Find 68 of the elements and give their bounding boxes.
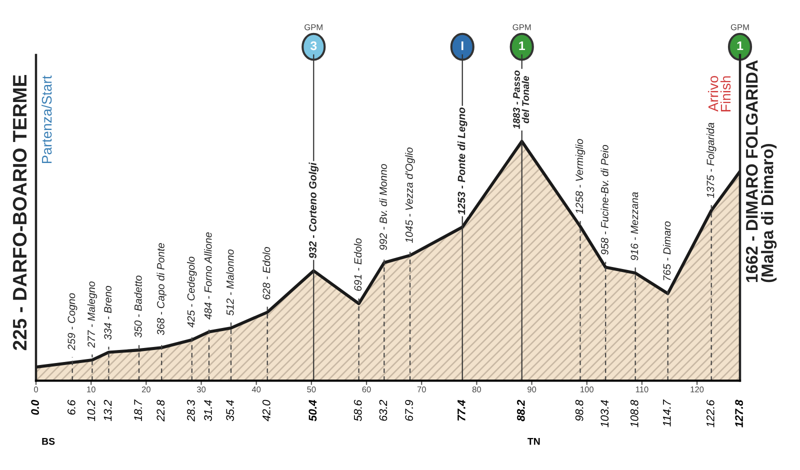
data-label: 484 - Forno Allione — [204, 232, 212, 320]
x-tick-label: 10 — [87, 386, 96, 392]
data-label: 334 - Breno — [104, 286, 112, 340]
x2-tick-label: 10.2 — [87, 400, 96, 422]
x2-tick-label: 13.2 — [104, 400, 112, 422]
text: 1 — [737, 41, 744, 50]
x2-tick-label: 6.6 — [67, 400, 76, 415]
data-label: 628 - Edolo — [262, 247, 270, 300]
x2-tick-label: 108.8 — [630, 400, 638, 428]
data-label: 691 - Edolo — [354, 238, 362, 291]
x2-tick-label: 122.6 — [706, 400, 714, 428]
data-label: 1662 - DIMARO FOLGARIDA (Malga di Dimaro) — [746, 60, 777, 282]
data-label: 277 - Malegno — [87, 281, 98, 348]
x-tick-label: 60 — [362, 386, 371, 392]
data-label: 1253 - Ponte di Legno — [458, 108, 468, 215]
text: GPM — [304, 24, 322, 30]
x2-tick-label: 18.7 — [134, 399, 142, 422]
data-label: 350 - Badetto — [134, 276, 142, 338]
x2-tick-label: 22.8 — [156, 400, 165, 422]
text: 3 — [310, 41, 317, 50]
data-label: 1045 - Vezza d'Oglio — [405, 148, 415, 243]
data-label: 425 - Cedegolo — [187, 256, 197, 328]
x-tick-label: 30 — [196, 386, 206, 392]
data-label: 368 - Capo di Ponte — [156, 243, 166, 336]
data-label: 916 - Mezzana — [630, 192, 638, 260]
data-label: 992 - Bv. di Monno — [379, 164, 387, 250]
text: Arrivo Finish — [708, 76, 731, 112]
x2-tick-label: 28.3 — [187, 400, 195, 422]
x2-tick-label: 114.7 — [663, 399, 671, 426]
x-tick-label: 90 — [528, 386, 536, 392]
x-tick-label: 0 — [34, 386, 38, 392]
x-tick-label: 80 — [472, 386, 481, 392]
x2-tick-label: 103.4 — [600, 400, 609, 428]
text: GPM — [512, 24, 531, 30]
text: 1 — [519, 41, 525, 50]
x2-tick-label: 31.4 — [204, 400, 212, 422]
text: BS — [42, 438, 55, 445]
x-tick-label: 20 — [142, 386, 150, 392]
x2-tick-label: 63.2 — [379, 400, 388, 421]
x-tick-label: 50 — [307, 386, 316, 392]
x-tick-label: 110 — [636, 386, 648, 392]
x-tick-label: 70 — [417, 386, 426, 392]
x2-tick-label: 67.9 — [405, 400, 414, 421]
x2-tick-label: 58.6 — [354, 400, 362, 422]
data-label: 225 - DARFO-BOARIO TERME — [12, 74, 27, 350]
data-label: 932 - Corteno Golgi — [308, 162, 318, 258]
data-label: 765 - Dimaro — [662, 221, 671, 280]
x-tick-label: 40 — [252, 386, 261, 392]
text: I — [461, 41, 464, 50]
data-label: 1883 - Passo del Tonale — [513, 70, 530, 129]
x2-tick-label: 88.2 — [516, 400, 525, 422]
data-label: 958 - Fucine-Bv. di Peio — [600, 144, 608, 255]
annotation: Partenza/Start — [42, 76, 52, 164]
x2-tick-label: 42.0 — [262, 400, 270, 422]
text: GPM — [730, 24, 749, 30]
x-tick-label: 100 — [580, 386, 594, 392]
x2-tick-label: 50.4 — [308, 400, 317, 422]
data-label: 259 - Cogno — [68, 293, 78, 350]
x2-tick-label: 98.8 — [575, 400, 584, 422]
data-label: 512 - Malonno — [226, 249, 234, 316]
x2-tick-label: 35.4 — [226, 400, 234, 422]
data-label: 1375 - Folgarida — [706, 122, 716, 198]
x2-tick-label: 77.4 — [458, 400, 466, 421]
text: TN — [528, 438, 540, 445]
x2-tick-label: 127.8 — [735, 400, 743, 428]
x2-tick-label: 0.0 — [31, 400, 39, 415]
x-tick-label: 120 — [690, 386, 704, 392]
data-label: 1258 - Vermiglio — [575, 139, 586, 214]
